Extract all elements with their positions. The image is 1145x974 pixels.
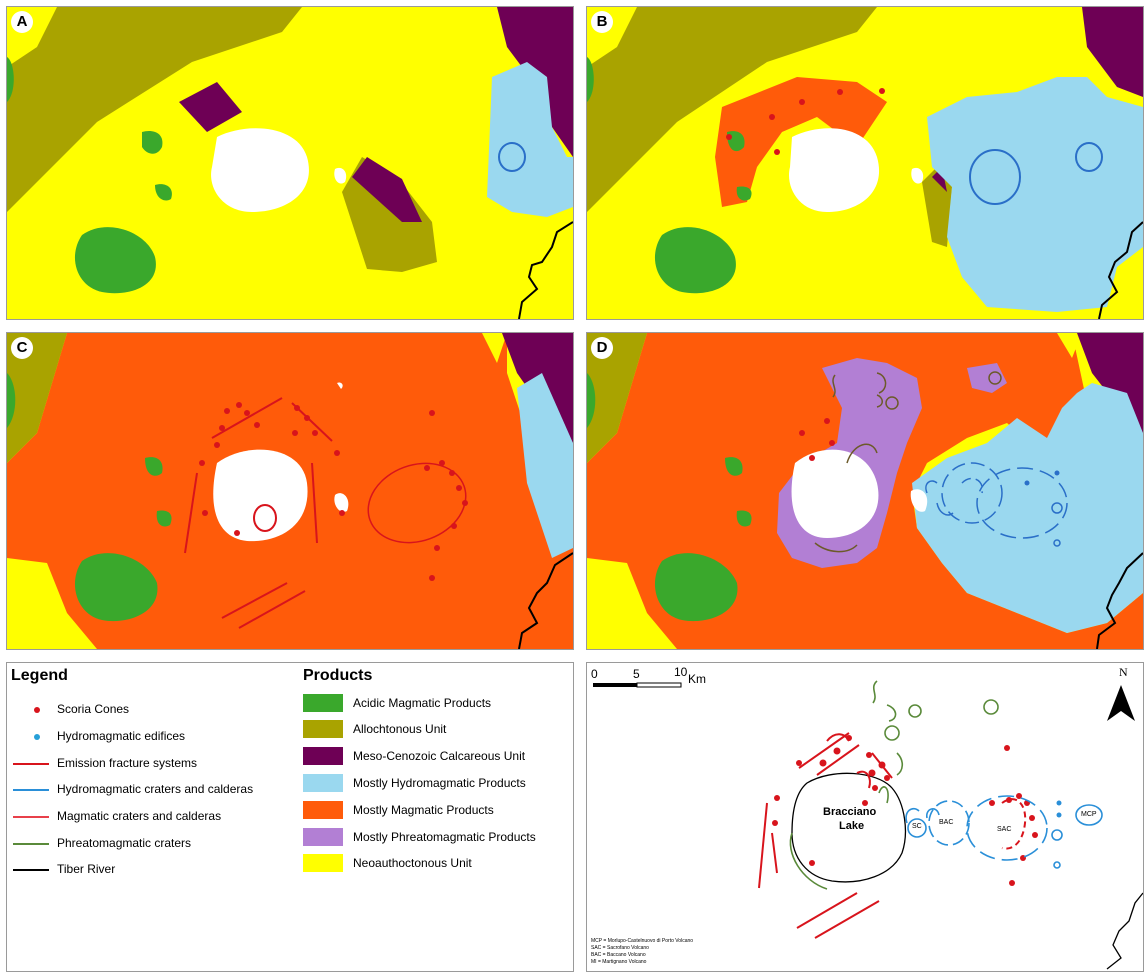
abbr-mcp: MCP = Morlupo-Castelnuovo di Porto Volca… [591, 938, 694, 944]
panel-d-label: D [591, 337, 613, 359]
map-panel-a: A [6, 6, 574, 320]
scale-tick-10: 10 [674, 665, 688, 679]
scale-bar-white [636, 682, 682, 688]
swatch-hydromagmatic [303, 774, 343, 792]
tiber-river-line [1106, 892, 1143, 970]
swatch-neoauthoctonous [303, 854, 343, 872]
legend-title: Legend [11, 667, 68, 684]
legend-symbols [13, 707, 49, 871]
caldera-label-mcp: MCP [1081, 811, 1097, 818]
map-panel-c: C [6, 332, 574, 650]
product-phreatomagmatic: Mostly Phreatomagmatic Products [353, 830, 536, 844]
swatch-magmatic [303, 801, 343, 819]
product-acidic: Acidic Magmatic Products [353, 696, 492, 710]
map-b-graphic [587, 7, 1143, 319]
product-allochtonous: Allochtonous Unit [353, 722, 447, 736]
overview-graphic [593, 680, 1143, 970]
swatch-allochtonous [303, 720, 343, 738]
scale-unit: Km [688, 672, 706, 686]
map-d-graphic [587, 333, 1143, 649]
panel-a-label: A [11, 11, 33, 33]
abbr-sac: SAC = Sacrofano Volcano [591, 945, 649, 951]
legend-item-tiber-river: Tiber River [57, 862, 116, 876]
product-hydromagmatic: Mostly Hydromagmatic Products [353, 776, 526, 790]
scale-tick-0: 0 [591, 667, 598, 681]
product-neoauthoctonous: Neoauthoctonous Unit [353, 856, 472, 870]
swatch-acidic [303, 694, 343, 712]
panel-b-label: B [591, 11, 613, 33]
products-title: Products [303, 667, 373, 684]
north-arrow-icon [1107, 685, 1135, 721]
legend-item-hydromagmatic-craters: Hydromagmatic craters and calderas [57, 782, 254, 796]
map-panel-d: D [586, 332, 1144, 650]
map-panel-b: B [586, 6, 1144, 320]
abbr-bac: BAC = Baccano Volcano [591, 952, 646, 958]
bracciano-lake-outline [791, 772, 907, 883]
scale-tick-5: 5 [633, 667, 640, 681]
product-calcareous: Meso-Cenozoic Calcareous Unit [353, 749, 526, 763]
north-label: N [1119, 665, 1128, 679]
legend-panel: Legend Scoria Cones Hydromagmatic edific… [6, 662, 574, 972]
scoria-cone-symbol [34, 707, 40, 713]
swatch-phreatomagmatic [303, 828, 343, 846]
lake-label-line-1: Bracciano [823, 806, 877, 818]
legend-item-magmatic-craters: Magmatic craters and calderas [57, 809, 222, 823]
legend-item-emission-fracture: Emission fracture systems [57, 756, 198, 770]
panel-c-label: C [11, 337, 33, 359]
hydromagmatic-edifice-symbol [34, 734, 40, 740]
legend-item-scoria-cones: Scoria Cones [57, 702, 130, 716]
scale-bar-black [593, 683, 637, 687]
legend-item-hydromagmatic-edifices: Hydromagmatic edifices [57, 729, 186, 743]
caldera-label-sc: SC [912, 823, 922, 830]
caldera-label-bac: BAC [939, 819, 954, 826]
lake-label-line-2: Lake [839, 820, 865, 832]
swatch-calcareous [303, 747, 343, 765]
map-c-graphic [7, 333, 573, 649]
product-magmatic: Mostly Magmatic Products [353, 803, 494, 817]
map-a-graphic [7, 7, 573, 319]
caldera-label-sac: SAC [997, 826, 1012, 833]
abbr-mi: MI = Martignano Volcano [591, 959, 647, 965]
overview-map: 0 5 10 Km N Bracciano Lake SC BAC SAC MC… [586, 662, 1144, 972]
legend-item-phreatomagmatic-craters: Phreatomagmatic craters [57, 836, 192, 850]
